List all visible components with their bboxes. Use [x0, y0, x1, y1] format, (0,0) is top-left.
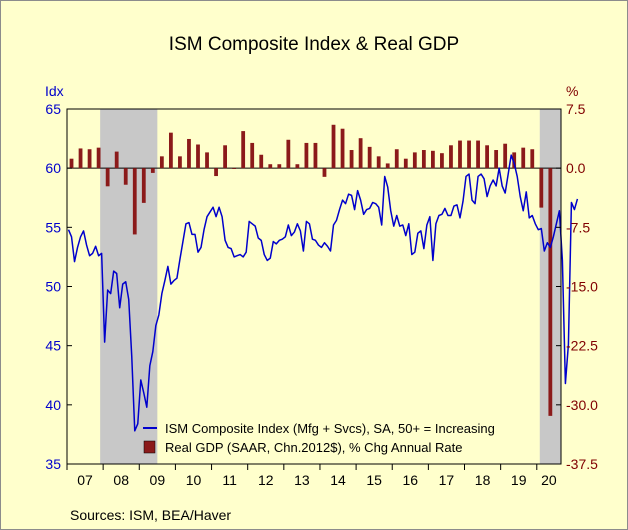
legend-label-gdp: Real GDP (SAAR, Chn.2012$), % Chg Annual…	[165, 440, 462, 455]
gdp-bar	[376, 156, 381, 169]
gdp-bar	[358, 138, 363, 169]
right-axis: -37.5 -30.0 -22.5 -15.0 -7.5 0.0 7.5	[556, 101, 598, 472]
gdp-bar	[521, 147, 526, 169]
gdp-bar	[467, 140, 471, 169]
gdp-bar	[259, 154, 264, 169]
legend-label-ism: ISM Composite Index (Mfg + Svcs), SA, 50…	[165, 421, 495, 436]
gdp-bar	[132, 168, 137, 235]
gdp-bar	[349, 150, 354, 169]
gdp-bar	[205, 152, 209, 169]
left-tick-label: 60	[45, 160, 61, 176]
gdp-bar	[304, 142, 309, 169]
x-tick-label: 08	[113, 472, 129, 488]
gdp-bar	[150, 168, 155, 173]
gdp-bar	[539, 168, 544, 208]
gdp-bar	[385, 163, 390, 169]
recession-band-0	[100, 109, 158, 464]
gdp-bar	[340, 128, 345, 169]
gdp-bar	[449, 145, 453, 169]
gdp-bar	[295, 164, 300, 169]
left-tick-label: 35	[45, 456, 61, 472]
legend-bar-swatch	[143, 440, 156, 454]
gdp-bar	[313, 142, 318, 169]
x-tick-label: 15	[366, 472, 382, 488]
left-tick-label: 55	[45, 219, 61, 235]
gdp-bar	[430, 150, 435, 169]
gdp-bar	[168, 132, 173, 169]
left-axis-unit: Idx	[45, 83, 64, 99]
ism-composite-line	[67, 154, 579, 432]
gdp-bar	[196, 144, 200, 169]
gdp-bar	[530, 149, 535, 169]
x-tick-label: 17	[439, 472, 455, 488]
gdp-bar	[286, 139, 291, 169]
x-tick-label: 14	[330, 472, 346, 488]
gdp-bar	[223, 145, 227, 169]
x-axis: 07 08 09 10 11 12 13 14 15 16 17 18 19 20	[66, 464, 557, 488]
x-tick-label: 19	[511, 472, 527, 488]
right-tick-label: -7.5	[566, 219, 590, 235]
legend: ISM Composite Index (Mfg + Svcs), SA, 50…	[143, 421, 495, 455]
ism-line	[67, 154, 579, 432]
gdp-bar	[421, 150, 426, 169]
right-tick-label: -37.5	[566, 456, 598, 472]
gdp-bar	[476, 140, 480, 169]
x-tick-label: 20	[541, 472, 557, 488]
gdp-bar	[440, 153, 444, 169]
left-tick-label: 40	[45, 397, 61, 413]
gdp-bar	[277, 164, 282, 169]
gdp-bar	[78, 148, 83, 169]
left-axis: 35 40 45 50 55 60 65	[45, 101, 72, 472]
right-tick-label: -22.5	[566, 338, 598, 354]
gdp-bar	[331, 124, 336, 169]
gdp-bar	[458, 140, 462, 169]
gdp-bar	[187, 138, 191, 169]
x-tick-label: 16	[403, 472, 419, 488]
left-tick-label: 50	[45, 279, 61, 295]
gdp-bar	[403, 158, 408, 169]
right-axis-unit: %	[566, 83, 578, 99]
source-note: Sources: ISM, BEA/Haver	[70, 507, 231, 523]
x-tick-label: 12	[258, 472, 274, 488]
gdp-bar	[96, 147, 101, 169]
gdp-bars	[69, 124, 553, 416]
right-tick-label: 0.0	[566, 160, 586, 176]
gdp-bar	[69, 158, 74, 169]
x-tick-label: 18	[475, 472, 491, 488]
gdp-bar	[87, 149, 92, 169]
x-tick-label: 13	[294, 472, 310, 488]
gdp-bar	[250, 142, 255, 169]
gdp-bar	[232, 168, 237, 169]
gdp-bar	[114, 151, 119, 169]
left-tick-label: 65	[45, 101, 61, 117]
gdp-bar	[123, 168, 128, 185]
gdp-bar	[485, 145, 489, 169]
x-tick-label: 10	[186, 472, 202, 488]
left-tick-label: 45	[45, 338, 61, 354]
gdp-bar	[159, 156, 164, 169]
gdp-bar	[503, 143, 508, 169]
gdp-bar	[394, 149, 399, 169]
gdp-bar	[548, 168, 553, 416]
chart-title: ISM Composite Index & Real GDP	[169, 34, 459, 55]
gdp-bar	[178, 156, 182, 169]
right-tick-label: -30.0	[566, 397, 598, 413]
gdp-bar	[105, 168, 110, 187]
x-tick-label: 07	[77, 472, 93, 488]
gdp-bar	[214, 168, 218, 177]
right-tick-label: -15.0	[566, 279, 598, 295]
gdp-bar	[367, 146, 372, 169]
gdp-bar	[268, 164, 273, 169]
gdp-bar	[322, 168, 327, 177]
gdp-bar	[141, 168, 146, 203]
gdp-bar	[512, 152, 517, 169]
x-tick-label: 11	[222, 472, 237, 488]
right-tick-label: 7.5	[566, 101, 586, 117]
x-tick-label: 09	[150, 472, 166, 488]
gdp-bar	[494, 150, 499, 169]
gdp-bar	[412, 152, 417, 169]
gdp-bar	[241, 131, 246, 169]
